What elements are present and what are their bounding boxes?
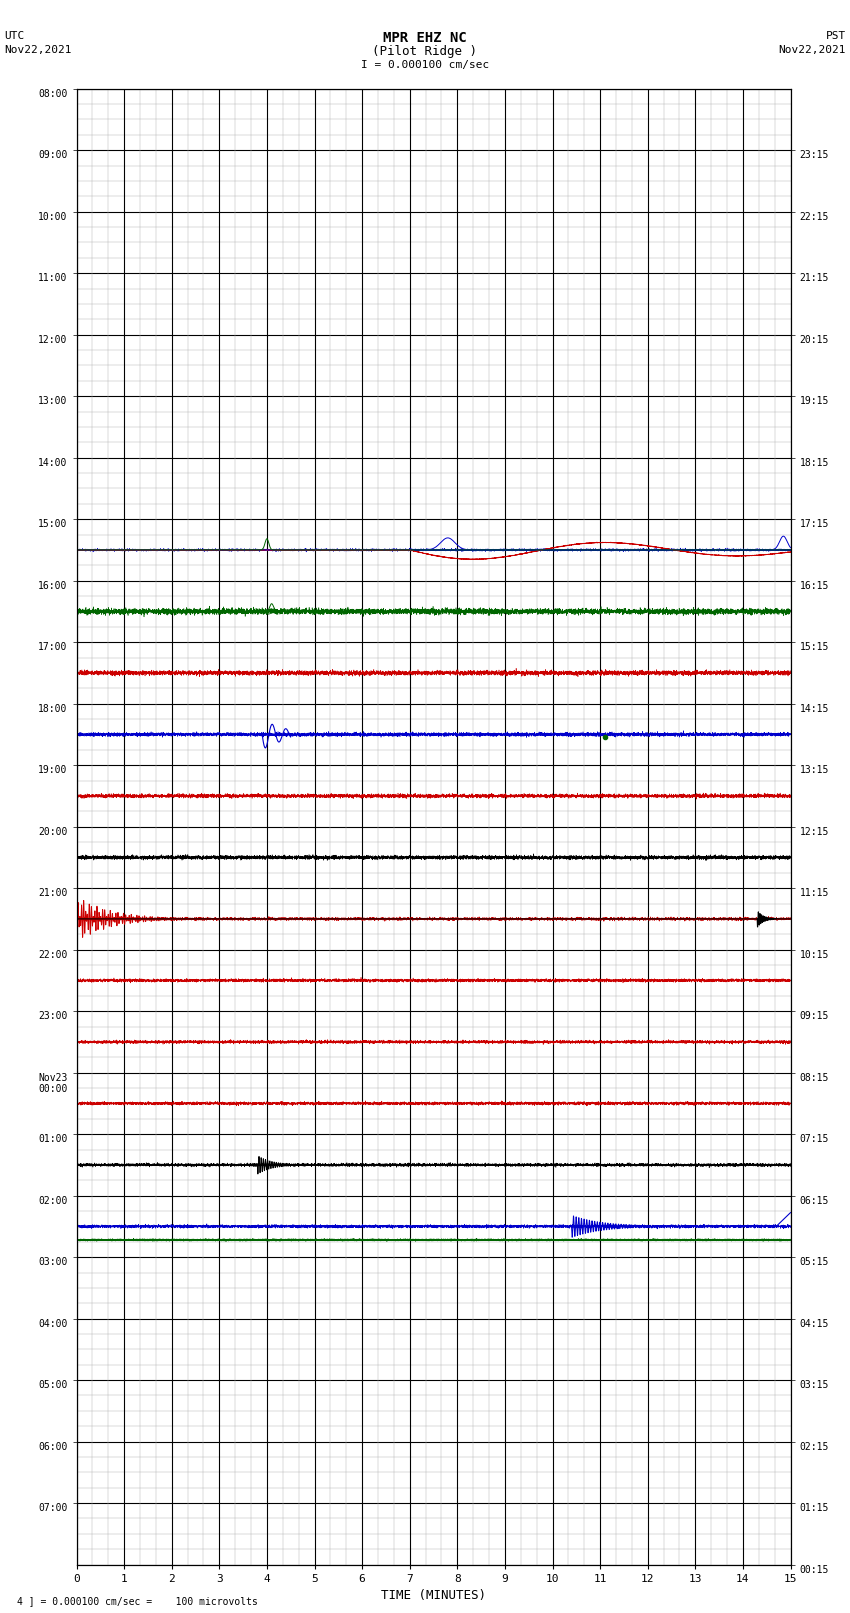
Text: Nov22,2021: Nov22,2021 — [779, 45, 846, 55]
Text: Nov22,2021: Nov22,2021 — [4, 45, 71, 55]
Text: 4 ] = 0.000100 cm/sec =    100 microvolts: 4 ] = 0.000100 cm/sec = 100 microvolts — [17, 1597, 258, 1607]
Text: PST: PST — [825, 31, 846, 40]
X-axis label: TIME (MINUTES): TIME (MINUTES) — [381, 1589, 486, 1602]
Text: I = 0.000100 cm/sec: I = 0.000100 cm/sec — [361, 60, 489, 69]
Text: UTC: UTC — [4, 31, 25, 40]
Text: (Pilot Ridge ): (Pilot Ridge ) — [372, 45, 478, 58]
Text: MPR EHZ NC: MPR EHZ NC — [383, 31, 467, 45]
